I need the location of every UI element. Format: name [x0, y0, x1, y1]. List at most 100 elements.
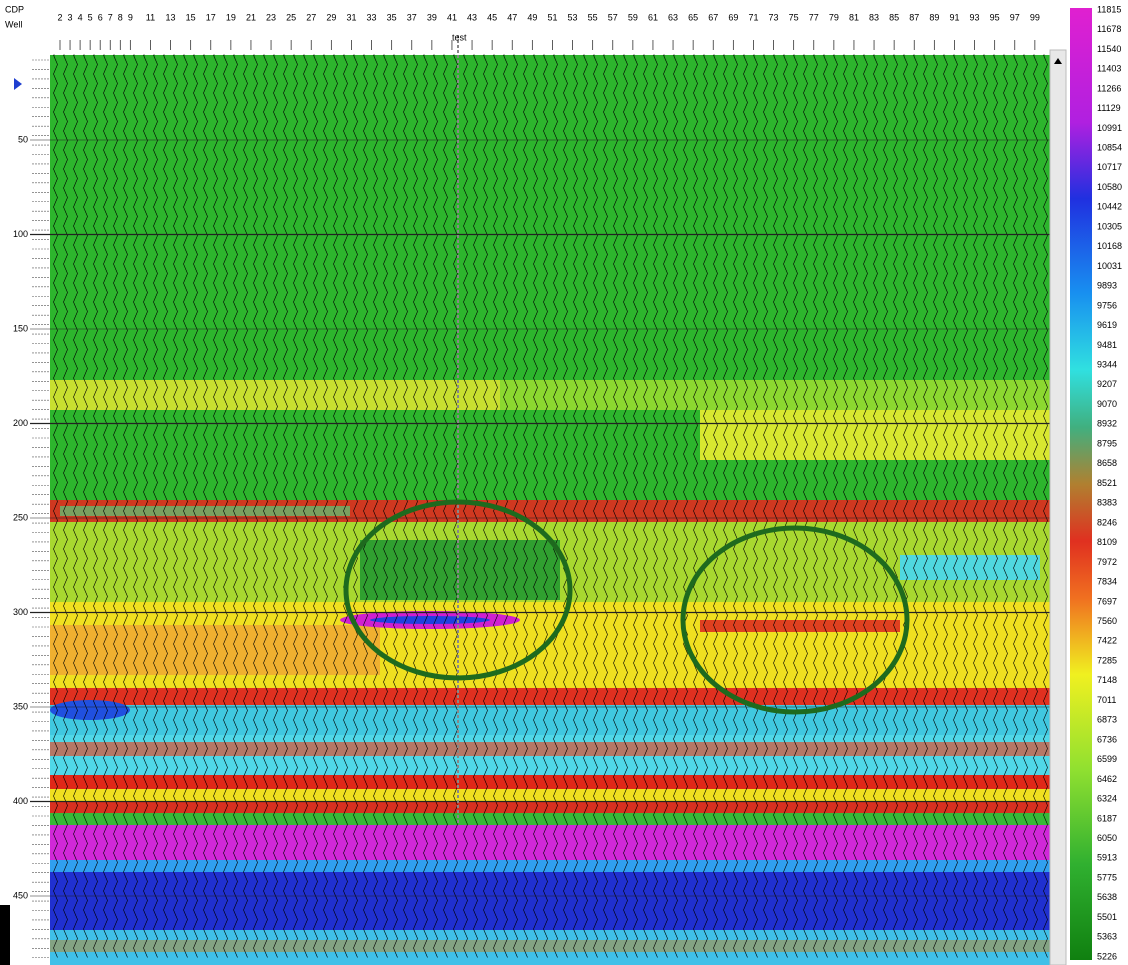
wiggle — [723, 54, 728, 958]
cdp-tick-label: 53 — [568, 12, 578, 22]
color-scale-label: 11266 — [1097, 83, 1121, 93]
depth-tick-label: 350 — [13, 701, 28, 711]
wiggle — [873, 54, 878, 958]
depth-tick-label: 50 — [18, 134, 28, 144]
color-scale-label: 8932 — [1097, 419, 1117, 429]
color-scale-label: 6324 — [1097, 794, 1117, 804]
cdp-tick-label: 59 — [628, 12, 638, 22]
wiggle — [893, 54, 898, 958]
wiggle — [683, 54, 688, 958]
wiggle — [1013, 54, 1018, 958]
wiggle — [253, 54, 258, 958]
wiggle — [273, 54, 278, 958]
wiggle — [323, 54, 328, 958]
cdp-tick-label: 49 — [527, 12, 537, 22]
color-scale-label: 10580 — [1097, 182, 1122, 192]
cdp-tick-label: 17 — [206, 12, 216, 22]
wiggle — [403, 54, 408, 958]
scrollbar[interactable] — [1049, 49, 1067, 965]
wiggle — [733, 54, 738, 958]
cdp-tick-label: 89 — [929, 12, 939, 22]
wiggle — [233, 54, 238, 958]
depth-tick-label: 200 — [13, 418, 28, 428]
wiggle — [963, 54, 968, 958]
wiggle — [953, 54, 958, 958]
cdp-tick-label: 5 — [88, 12, 93, 22]
band — [50, 705, 1050, 735]
band — [700, 620, 900, 632]
cdp-tick-label: 9 — [128, 12, 133, 22]
wiggle — [633, 54, 638, 958]
cdp-tick-label: 73 — [769, 12, 779, 22]
wiggle — [853, 54, 858, 958]
band — [50, 625, 380, 675]
wiggle — [383, 54, 388, 958]
wiggle — [943, 54, 948, 958]
wiggle — [193, 54, 198, 958]
color-scale-label: 8246 — [1097, 517, 1117, 527]
cdp-tick-label: 51 — [547, 12, 557, 22]
wiggle — [363, 54, 368, 958]
scroll-up[interactable] — [1054, 58, 1062, 64]
color-scale-label: 9619 — [1097, 320, 1117, 330]
wiggle — [373, 54, 378, 958]
band — [60, 506, 350, 516]
cdp-tick-label: 45 — [487, 12, 497, 22]
edge-bar — [0, 905, 10, 965]
wiggle — [113, 54, 118, 958]
wiggle — [743, 54, 748, 958]
wiggle-traces — [53, 54, 1048, 958]
color-scale-label: 5775 — [1097, 872, 1117, 882]
cdp-tick-label: 77 — [809, 12, 819, 22]
wiggle — [603, 54, 608, 958]
wiggle — [483, 54, 488, 958]
wiggle — [393, 54, 398, 958]
wiggle — [283, 54, 288, 958]
wiggle — [613, 54, 618, 958]
wiggle — [333, 54, 338, 958]
lens — [50, 700, 130, 720]
color-scale-label: 5638 — [1097, 892, 1117, 902]
wiggle — [83, 54, 88, 958]
cdp-tick-label: 55 — [588, 12, 598, 22]
pointer-marker — [14, 78, 22, 90]
color-scale-label: 8521 — [1097, 478, 1117, 488]
band — [50, 500, 1050, 522]
band — [360, 540, 560, 600]
band — [700, 410, 1050, 460]
color-scale-label: 6736 — [1097, 734, 1117, 744]
color-scale-label: 7285 — [1097, 655, 1117, 665]
wiggle — [73, 54, 78, 958]
color-scale-label: 11678 — [1097, 24, 1121, 34]
cdp-tick-label: 63 — [668, 12, 678, 22]
color-scale-label: 10031 — [1097, 261, 1122, 271]
color-scale-label: 11403 — [1097, 64, 1121, 74]
cdp-tick-label: 97 — [1010, 12, 1020, 22]
cdp-tick-label: 21 — [246, 12, 256, 22]
wiggle — [263, 54, 268, 958]
band — [50, 813, 1050, 825]
cdp-tick-label: 61 — [648, 12, 658, 22]
wiggle — [573, 54, 578, 958]
cdp-tick-label: 33 — [367, 12, 377, 22]
header-label: CDP — [5, 4, 24, 14]
cdp-tick-label: 2 — [57, 12, 62, 22]
wiggle — [1023, 54, 1028, 958]
seismic-section — [50, 55, 1050, 965]
color-scale-label: 10168 — [1097, 241, 1122, 251]
wiggle — [213, 54, 218, 958]
cdp-tick-label: 6 — [98, 12, 103, 22]
color-scale-label: 11815 — [1097, 4, 1121, 14]
cdp-tick-label: 7 — [108, 12, 113, 22]
color-scale-label: 8109 — [1097, 537, 1117, 547]
wiggle — [623, 54, 628, 958]
cdp-tick-label: 4 — [78, 12, 83, 22]
color-scale-label: 9756 — [1097, 300, 1117, 310]
color-scale-label: 6462 — [1097, 774, 1117, 784]
depth-tick-label: 100 — [13, 229, 28, 239]
band — [50, 775, 1050, 789]
color-scale-label: 5501 — [1097, 912, 1117, 922]
wiggle — [933, 54, 938, 958]
wiggle — [783, 54, 788, 958]
wiggle — [1043, 54, 1048, 958]
